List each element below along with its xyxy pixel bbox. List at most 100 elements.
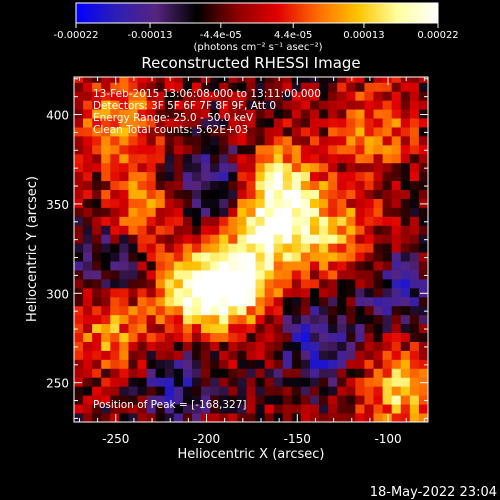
heatmap-cell (119, 332, 129, 342)
heatmap-cell (173, 82, 184, 92)
heatmap-cell (319, 82, 329, 92)
heatmap-cell (400, 261, 411, 271)
heatmap-cell (146, 207, 157, 217)
heatmap-cell (273, 278, 284, 289)
heatmap-cell (155, 314, 166, 325)
heatmap-cell (210, 135, 220, 146)
heatmap-cell (282, 377, 293, 387)
heatmap-cell (391, 180, 402, 191)
heatmap-cell (128, 296, 138, 307)
heatmap-cell (201, 207, 211, 217)
heatmap-cell (173, 314, 184, 325)
heatmap-cell (210, 261, 220, 271)
heatmap-cell (310, 323, 320, 334)
heatmap-cell (192, 243, 202, 253)
heatmap-cell (155, 243, 166, 253)
heatmap-cell (310, 368, 320, 378)
heatmap-cell (228, 127, 238, 137)
heatmap-cell (255, 100, 266, 110)
heatmap-cell (74, 270, 84, 280)
heatmap-cell (110, 341, 120, 351)
heatmap-cell (164, 278, 175, 289)
heatmap-cell (310, 252, 320, 262)
heatmap-cell (201, 413, 211, 422)
heatmap-cell (391, 225, 402, 235)
heatmap-cell (255, 171, 266, 182)
heatmap-cell (282, 207, 293, 217)
heatmap-cell (246, 296, 256, 307)
heatmap-cell (319, 314, 329, 325)
heatmap-cell (300, 171, 311, 182)
heatmap-cell (219, 144, 229, 155)
colorbar-ticks: -0.00022 -0.00013 -4.4e-05 4.4e-05 0.00013 0.… (54, 2, 459, 41)
heatmap-cell (364, 323, 374, 334)
heatmap-cell (300, 82, 311, 92)
heatmap-cell (382, 91, 393, 101)
heatmap-cell (173, 109, 184, 119)
heatmap-cell (210, 189, 220, 199)
heatmap-cell (373, 395, 384, 405)
heatmap-cell (146, 82, 157, 92)
heatmap-cell (119, 404, 129, 414)
heatmap-cell (83, 287, 93, 298)
heatmap-cell (391, 234, 402, 244)
heatmap-cell (92, 127, 102, 137)
heatmap-cell (182, 225, 193, 235)
heatmap-cell (92, 332, 102, 342)
heatmap-cell (328, 314, 338, 325)
heatmap-cell (273, 198, 284, 208)
heatmap-cell (246, 109, 256, 119)
heatmap-cell (400, 118, 411, 128)
heatmap-cell (173, 395, 184, 405)
heatmap-cell (364, 77, 374, 83)
heatmap-cell (201, 180, 211, 191)
heatmap-cell (300, 332, 311, 342)
heatmap-cell (228, 216, 238, 226)
heatmap-cell (264, 350, 275, 360)
heatmap-cell (373, 332, 384, 342)
heatmap-cell (210, 270, 220, 280)
heatmap-cell (264, 127, 275, 137)
heatmap-cell (173, 368, 184, 378)
heatmap-cell (300, 127, 311, 137)
heatmap-cell (137, 109, 148, 119)
heatmap-cell (310, 207, 320, 217)
heatmap-cell (110, 234, 120, 244)
heatmap-cell (282, 82, 293, 92)
heatmap-cell (310, 109, 320, 119)
heatmap-cell (328, 82, 338, 92)
heatmap-cell (328, 377, 338, 387)
heatmap-cell (164, 144, 175, 155)
heatmap-cell (83, 278, 93, 289)
heatmap-cell (346, 386, 356, 396)
heatmap-cell (219, 118, 229, 128)
heatmap-cell (101, 243, 111, 253)
heatmap-cell (237, 144, 247, 155)
heatmap-cell (400, 127, 411, 137)
heatmap-cell (418, 153, 428, 164)
heatmap-cell (409, 305, 420, 316)
heatmap-cell (337, 198, 347, 208)
heatmap-cell (219, 135, 229, 146)
heatmap-cell (319, 332, 329, 342)
heatmap-cell (101, 252, 111, 262)
heatmap-cell (228, 332, 238, 342)
heatmap-cell (155, 171, 166, 182)
heatmap-cell (364, 100, 374, 110)
heatmap-cell (346, 153, 356, 164)
heatmap-cell (291, 252, 302, 262)
heatmap-cell (264, 234, 275, 244)
heatmap-cell (146, 386, 157, 396)
heatmap-cell (310, 77, 320, 83)
heatmap-cell (291, 189, 302, 199)
heatmap-cell (137, 386, 148, 396)
heatmap-cell (373, 135, 384, 146)
heatmap-cell (173, 189, 184, 199)
heatmap-cell (400, 404, 411, 414)
heatmap-cell (137, 323, 148, 334)
heatmap-cell (237, 323, 247, 334)
heatmap-cell (300, 225, 311, 235)
time-range-annotation: 13-Feb-2015 13:06:08.000 to 13:11:00.000 (93, 88, 321, 100)
heatmap-cell (264, 278, 275, 289)
heatmap-cell (418, 270, 428, 280)
